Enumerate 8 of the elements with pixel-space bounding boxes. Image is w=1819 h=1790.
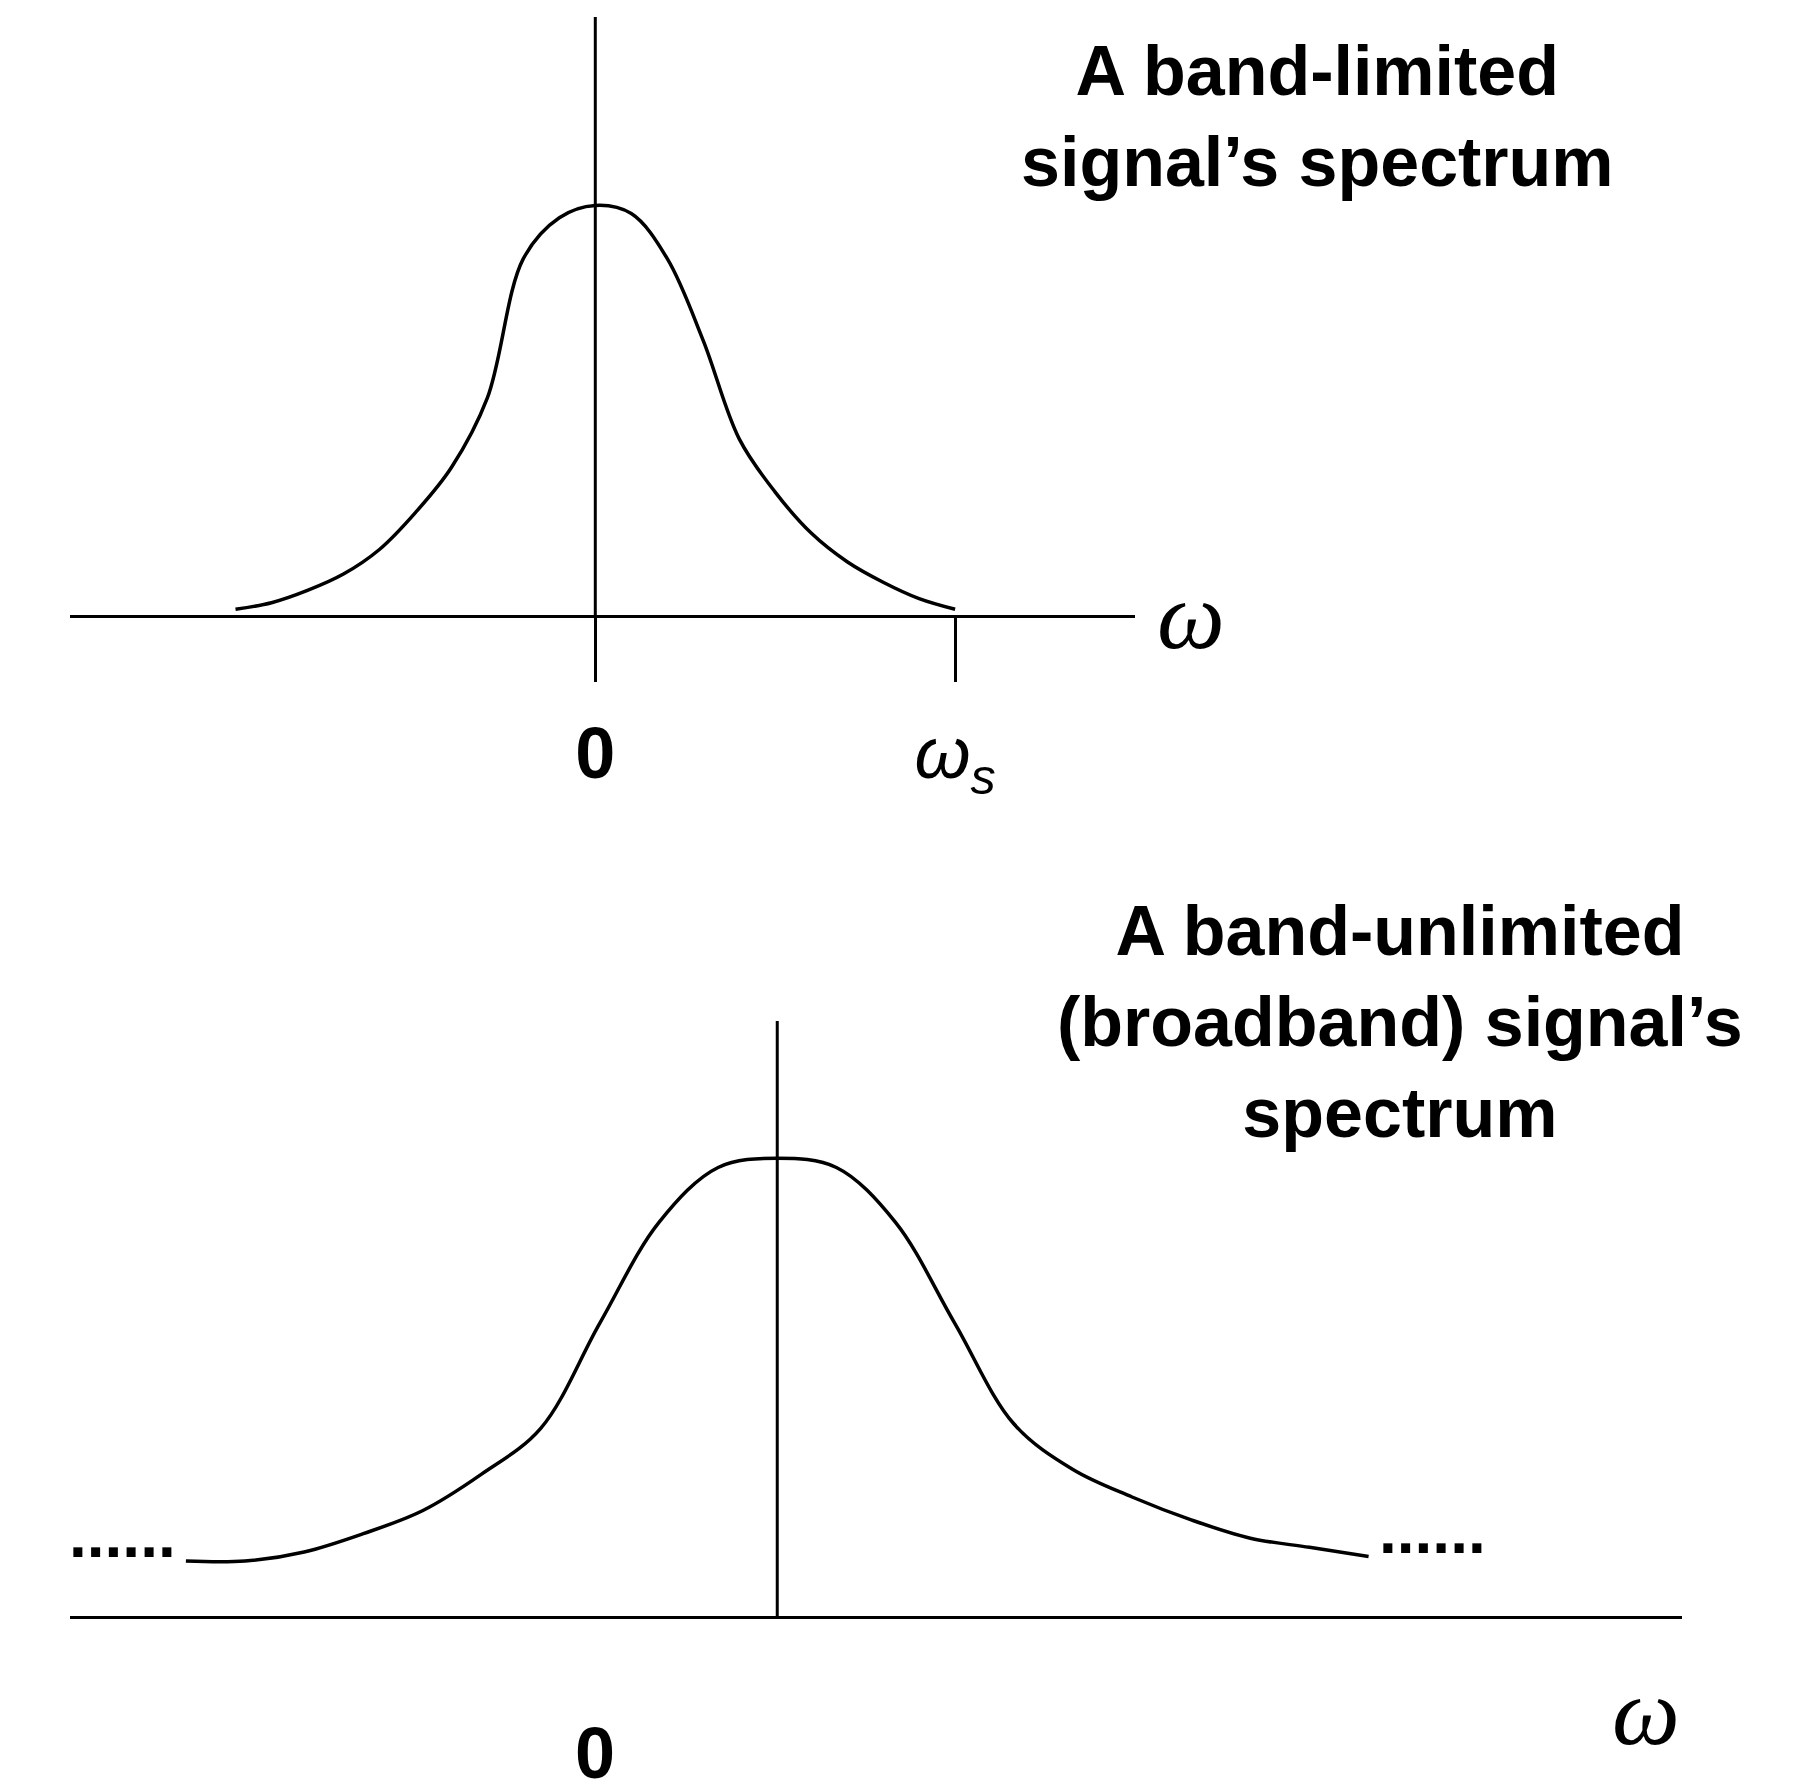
x-axis-title: ω <box>1612 1658 1680 1765</box>
chart-title: A band-unlimited (broadband) signal’s spectrum <box>1057 892 1743 1152</box>
text: 0 <box>575 1713 616 1790</box>
annotation: ...... <box>1379 1495 1486 1567</box>
annotation: ...... <box>69 1499 176 1571</box>
x-axis-title: ω <box>1157 562 1225 669</box>
x-tick-label: ω$_{s}$ <box>914 713 996 805</box>
text: A band-limited signal’s spectrum <box>1021 32 1614 201</box>
